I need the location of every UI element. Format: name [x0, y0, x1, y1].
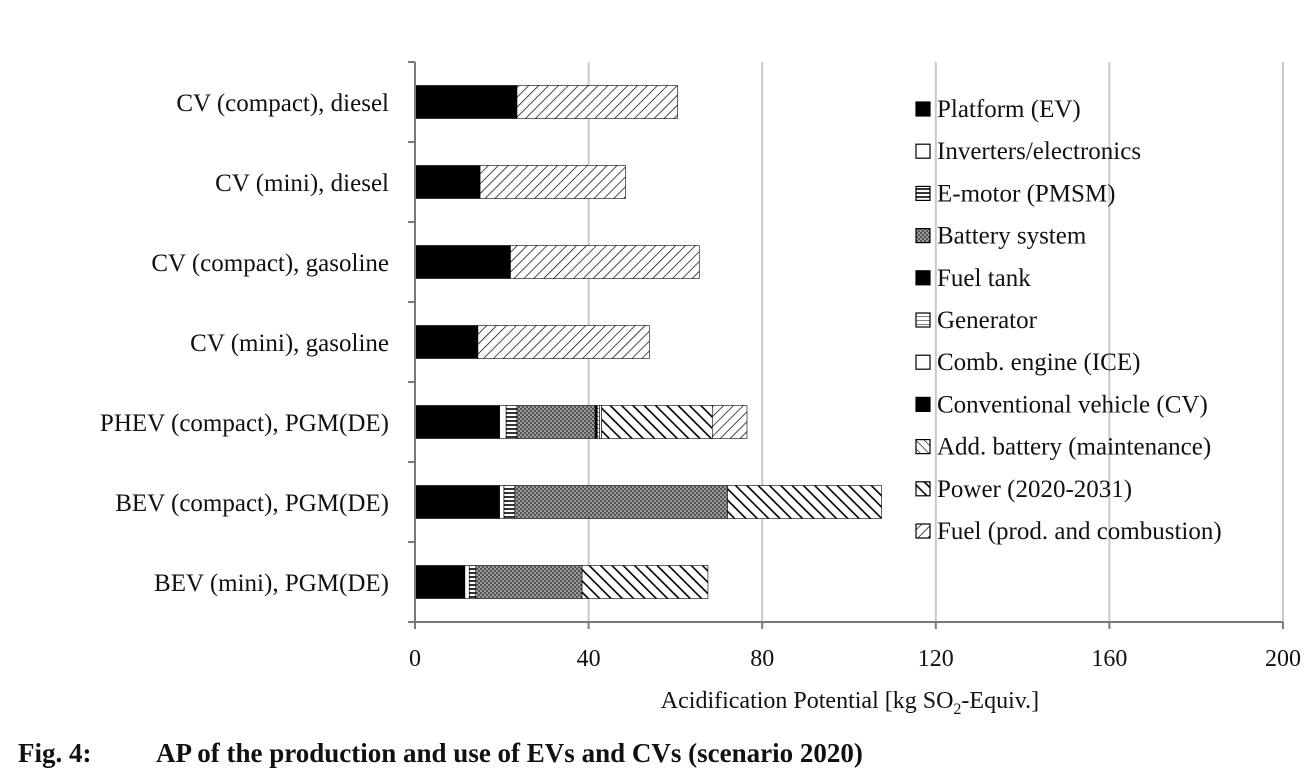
category-label-0: CV (compact), diesel — [176, 90, 389, 117]
legend-swatch-cv — [915, 396, 931, 412]
bar-power-4 — [601, 405, 713, 439]
legend-swatch-generator — [915, 312, 931, 328]
category-label-5: BEV (compact), PGM(DE) — [115, 490, 389, 517]
legend-swatch-platform — [915, 101, 931, 117]
category-label-1: CV (mini), diesel — [215, 170, 389, 197]
bar-fuel-0 — [516, 85, 678, 119]
bar-platform-5 — [414, 485, 500, 519]
legend-label-generator: Generator — [937, 307, 1038, 334]
legend-swatch-emotor — [915, 185, 931, 201]
figure-caption-text: AP of the production and use of EVs and … — [156, 738, 863, 768]
bar-emotor-4 — [505, 405, 518, 439]
x-tick-label-160: 160 — [1091, 646, 1127, 672]
bar-emotor-6 — [468, 565, 477, 599]
bar-inverters-6 — [464, 565, 470, 599]
legend-label-emotor: E-motor (PMSM) — [937, 180, 1115, 207]
legend-label-fuel: Fuel (prod. and combustion) — [937, 518, 1222, 545]
category-label-2: CV (compact), gasoline — [151, 250, 389, 277]
bar-inverters-4 — [499, 405, 507, 439]
bar-battery-6 — [475, 565, 583, 599]
legend-swatch-ice — [915, 354, 931, 370]
legend-swatch-power — [915, 481, 931, 497]
bar-emotor-5 — [503, 485, 516, 519]
legend-swatch-fueltank — [915, 270, 931, 286]
bar-platform-6 — [414, 565, 466, 599]
legend-swatch-fuel — [915, 523, 931, 539]
bar-cv-3 — [414, 325, 479, 359]
category-label-4: PHEV (compact), PGM(DE) — [100, 410, 389, 437]
legend-swatch-inverters — [915, 143, 931, 159]
x-tick-label-120: 120 — [918, 646, 954, 672]
chart: CV (compact), diesel CV (mini), diesel CV … — [100, 61, 1301, 718]
legend-swatch-addbattery — [915, 439, 931, 455]
legend-label-power: Power (2020-2031) — [937, 476, 1132, 503]
bar-platform-4 — [414, 405, 500, 439]
bar-battery-5 — [514, 485, 728, 519]
bar-power-5 — [727, 485, 882, 519]
bar-battery-4 — [516, 405, 596, 439]
legend-swatch-battery — [915, 228, 931, 244]
category-label-6: BEV (mini), PGM(DE) — [154, 570, 389, 597]
bar-fuel-4 — [711, 405, 748, 439]
bar-power-6 — [581, 565, 709, 599]
x-tick-label-40: 40 — [577, 646, 601, 672]
legend-label-fueltank: Fuel tank — [937, 265, 1031, 292]
x-tick-label-0: 0 — [409, 646, 421, 672]
bar-cv-2 — [414, 245, 511, 279]
legend-label-cv: Conventional vehicle (CV) — [937, 391, 1208, 418]
bar-cv-1 — [414, 165, 481, 199]
legend-label-inverters: Inverters/electronics — [937, 138, 1141, 165]
x-tick-label-200: 200 — [1265, 646, 1301, 672]
bar-inverters-5 — [499, 485, 505, 519]
category-label-3: CV (mini), gasoline — [190, 330, 389, 357]
x-tick-label-80: 80 — [750, 646, 774, 672]
figure-caption: Fig. 4: AP of the production and use of E… — [18, 738, 863, 769]
figure-number: Fig. 4: — [18, 738, 92, 768]
bar-fueltank-4 — [594, 405, 598, 439]
legend-label-addbattery: Add. battery (maintenance) — [937, 434, 1211, 461]
x-axis-title: Acidification Potential [kg SO2-Equiv.] — [661, 688, 1039, 718]
legend-label-battery: Battery system — [937, 223, 1087, 250]
bar-ice-4 — [599, 405, 602, 439]
legend-label-ice: Comb. engine (ICE) — [937, 349, 1140, 376]
bar-fuel-1 — [479, 165, 626, 199]
bar-fuel-3 — [477, 325, 650, 359]
bar-cv-0 — [414, 85, 518, 119]
bar-fuel-2 — [510, 245, 700, 279]
legend-label-platform: Platform (EV) — [937, 96, 1081, 123]
bar-generator-4 — [596, 405, 600, 439]
